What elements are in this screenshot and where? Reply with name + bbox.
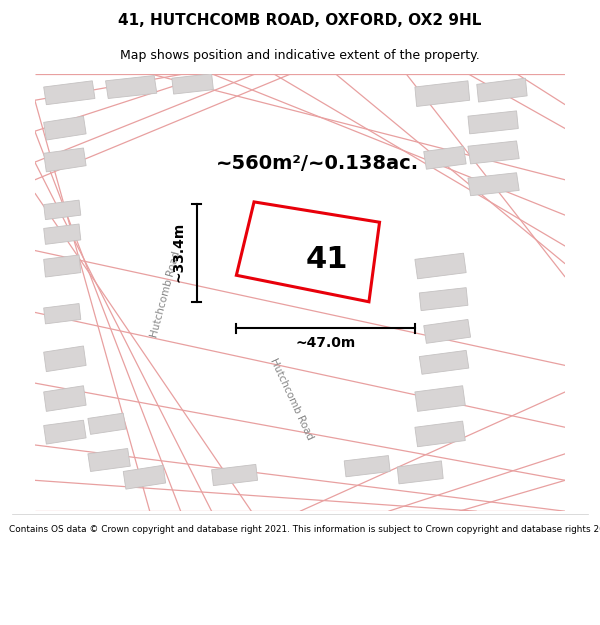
Polygon shape	[424, 146, 466, 169]
Polygon shape	[415, 386, 465, 411]
Polygon shape	[44, 200, 81, 219]
Polygon shape	[212, 464, 257, 486]
Polygon shape	[415, 253, 466, 279]
Text: Map shows position and indicative extent of the property.: Map shows position and indicative extent…	[120, 49, 480, 62]
Text: ~33.4m: ~33.4m	[171, 222, 185, 282]
Text: ~47.0m: ~47.0m	[296, 336, 356, 351]
Polygon shape	[419, 288, 468, 311]
Polygon shape	[88, 449, 130, 471]
Polygon shape	[468, 111, 518, 134]
Polygon shape	[397, 461, 443, 484]
Polygon shape	[44, 224, 81, 244]
Polygon shape	[44, 148, 86, 172]
Polygon shape	[44, 116, 86, 140]
Polygon shape	[415, 81, 470, 106]
Polygon shape	[44, 81, 95, 104]
Polygon shape	[468, 173, 519, 196]
Polygon shape	[424, 319, 470, 343]
Polygon shape	[44, 346, 86, 372]
Text: 41, HUTCHCOMB ROAD, OXFORD, OX2 9HL: 41, HUTCHCOMB ROAD, OXFORD, OX2 9HL	[118, 13, 482, 28]
Polygon shape	[44, 255, 81, 277]
Polygon shape	[44, 386, 86, 411]
Text: 41: 41	[305, 245, 348, 274]
Text: ~560m²/~0.138ac.: ~560m²/~0.138ac.	[216, 154, 419, 173]
Text: Contains OS data © Crown copyright and database right 2021. This information is : Contains OS data © Crown copyright and d…	[9, 525, 600, 534]
Polygon shape	[344, 456, 390, 477]
Polygon shape	[123, 465, 166, 489]
Text: Hutchcomb Road: Hutchcomb Road	[268, 356, 314, 441]
Polygon shape	[415, 421, 465, 447]
Polygon shape	[44, 420, 86, 444]
Polygon shape	[419, 351, 469, 374]
Polygon shape	[106, 76, 157, 99]
Polygon shape	[468, 141, 519, 164]
Polygon shape	[172, 74, 214, 94]
Polygon shape	[88, 413, 126, 434]
Polygon shape	[44, 304, 81, 324]
Polygon shape	[477, 78, 527, 102]
Text: Hutchcomb Road: Hutchcomb Road	[149, 251, 182, 339]
Polygon shape	[236, 202, 380, 302]
